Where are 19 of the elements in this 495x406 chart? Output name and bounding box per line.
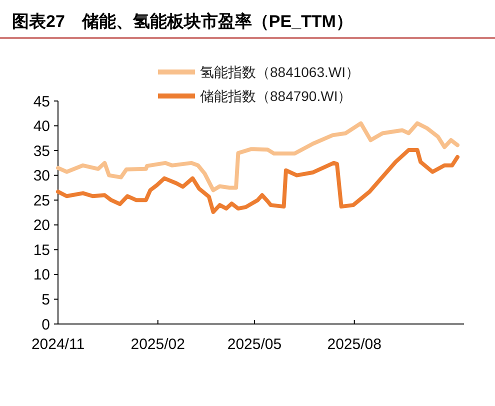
legend-label: 储能指数（884790.WI） [200, 88, 352, 104]
y-tick-label: 10 [33, 266, 50, 284]
y-tick-label: 20 [33, 217, 50, 234]
chart-title: 图表27 储能、氢能板块市盈率（PE_TTM） [12, 12, 353, 31]
y-tick-label: 35 [33, 142, 50, 160]
y-tick-label: 45 [33, 93, 50, 110]
y-tick-label: 0 [42, 316, 50, 334]
y-tick-label: 30 [33, 168, 50, 185]
x-tick-label: 2025/05 [227, 336, 282, 353]
legend-label: 氢能指数（8841063.WI） [200, 64, 360, 80]
y-tick-label: 25 [33, 192, 50, 210]
x-tick-label: 2024/11 [31, 336, 85, 353]
y-tick-label: 15 [33, 242, 50, 259]
y-tick-label: 40 [33, 118, 50, 136]
x-tick-label: 2025/08 [327, 336, 382, 353]
line-series [56, 121, 460, 192]
x-tick-label: 2025/02 [130, 336, 185, 353]
y-tick-label: 5 [42, 291, 50, 308]
line-series [56, 148, 460, 214]
